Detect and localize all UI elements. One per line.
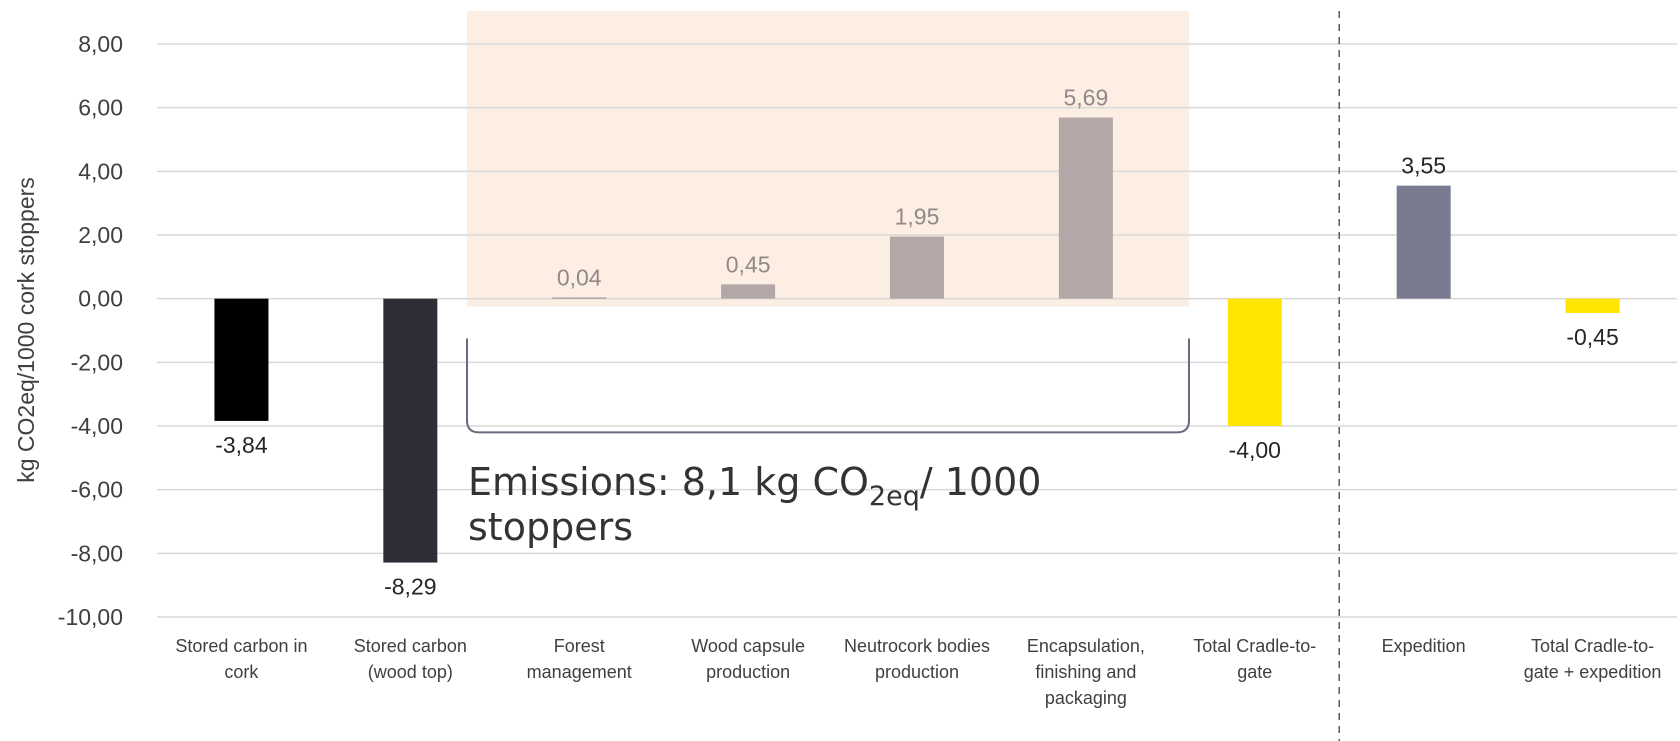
bar (214, 298, 269, 421)
category-label: Total Cradle-to-gate + expedition (1524, 636, 1662, 682)
category-label: Total Cradle-to-gate (1193, 636, 1316, 682)
bar (1227, 298, 1282, 426)
data-label: 1,95 (895, 204, 940, 230)
emissions-bracket (466, 338, 1190, 434)
y-tick-label: 4,00 (78, 158, 123, 184)
bar (383, 298, 438, 563)
category-label: Neutrocork bodies production (844, 636, 990, 682)
category-label: Wood capsule production (691, 636, 805, 682)
y-axis-tick-labels: 8,00 6,00 4,00 2,00 0,00 -2,00 -4,00 -6,00 -8,00… (58, 31, 123, 630)
category-label: Stored carbon (wood top) (354, 636, 467, 682)
data-label: -3,84 (215, 432, 268, 458)
data-label: 0,45 (726, 251, 771, 277)
x-axis-category-labels: Stored carbon in cork Stored carbon (wood t… (175, 636, 1661, 708)
y-tick-label: -6,00 (71, 477, 123, 503)
bar (721, 284, 776, 299)
bar (552, 297, 607, 299)
emissions-annotation: Emissions: 8,1 kg CO2eq/ 1000 (468, 460, 1041, 512)
category-label: Forest management (527, 636, 632, 682)
emissions-annotation-line2: stoppers (468, 505, 633, 549)
data-label: 3,55 (1401, 153, 1446, 179)
category-label: Encapsulation, finishing and packaging (1027, 636, 1145, 708)
emissions-annotation-subscript: 2eq (869, 481, 920, 512)
y-tick-label: 0,00 (78, 286, 123, 312)
bar (1396, 185, 1451, 299)
bar (890, 236, 944, 299)
data-label: 5,69 (1064, 85, 1109, 111)
data-label: -0,45 (1566, 324, 1618, 350)
data-labels: -3,84 -8,29 0,04 0,45 1,95 5,69 -4,00 3,55 -0,45 (215, 85, 1619, 600)
emissions-annotation-prefix: Emissions: 8,1 kg CO (468, 460, 869, 504)
category-label: Expedition (1382, 636, 1466, 656)
data-label: -4,00 (1229, 437, 1281, 463)
y-axis-label: kg CO2eq/1000 cork stoppers (13, 177, 39, 483)
bars (214, 117, 1620, 563)
y-tick-label: 8,00 (78, 31, 123, 57)
emissions-annotation-suffix: / 1000 (920, 460, 1042, 504)
category-label: Stored carbon in cork (175, 636, 307, 682)
data-label: -8,29 (384, 574, 436, 600)
y-tick-label: -8,00 (71, 540, 123, 566)
y-tick-label: -4,00 (71, 413, 123, 439)
bar (1058, 117, 1113, 299)
y-tick-label: 2,00 (78, 222, 123, 248)
y-tick-label: 6,00 (78, 95, 123, 121)
y-tick-label: -2,00 (71, 349, 123, 375)
bar (1565, 298, 1620, 313)
y-tick-label: -10,00 (58, 604, 123, 630)
emissions-bracket-path (466, 338, 1190, 434)
data-label: 0,04 (557, 264, 602, 290)
